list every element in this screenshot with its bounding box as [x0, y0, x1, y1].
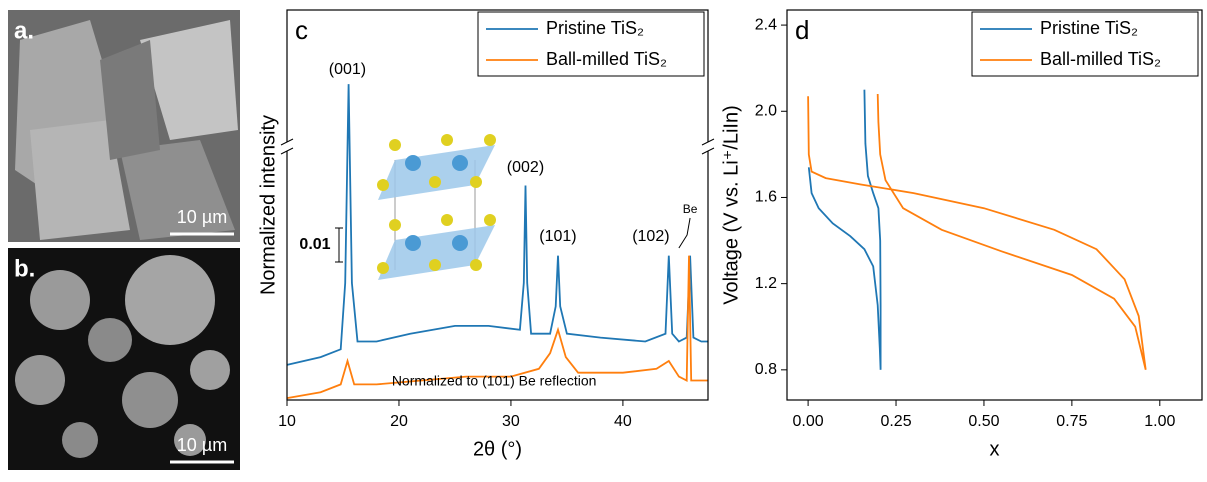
- panel-label: d: [795, 15, 809, 45]
- plot-frame: [786, 9, 1203, 401]
- legend-label: Ball-milled TiS₂: [1040, 49, 1161, 69]
- annotation: (101): [539, 228, 576, 245]
- axis-break: [283, 142, 291, 151]
- x-tick-label: 0.25: [880, 413, 911, 430]
- axis-break: [280, 138, 294, 146]
- legend-box: [477, 11, 705, 77]
- y-axis-label: Voltage (V vs. Li⁺/LiIn): [720, 105, 742, 305]
- annotation: (002): [507, 159, 544, 176]
- panel-label: b.: [14, 255, 35, 282]
- axis-break: [280, 147, 294, 155]
- data-line: [807, 89, 882, 370]
- panel-label: a.: [14, 17, 34, 44]
- sem-image-a: [8, 10, 240, 242]
- x-axis-label: 2θ (°): [473, 438, 522, 460]
- data-line: [807, 93, 1147, 371]
- legend-label: Ball-milled TiS₂: [546, 49, 667, 69]
- legend-box: [971, 11, 1199, 77]
- axis-break: [701, 138, 715, 146]
- data-line: [286, 255, 708, 399]
- x-tick-label: 1.00: [1144, 413, 1175, 430]
- y-tick-label: 0.8: [755, 361, 777, 378]
- scale-bar-label: 10 µm: [177, 207, 227, 227]
- x-tick-label: 0.75: [1056, 413, 1087, 430]
- x-tick-label: 30: [502, 413, 520, 430]
- axis-break: [704, 142, 712, 151]
- sem-image-b: [8, 248, 240, 470]
- annotation: Be: [683, 202, 698, 216]
- annotation: Normalized to (101) Be reflection: [392, 373, 597, 389]
- y-tick-label: 1.2: [755, 275, 777, 292]
- leader-line: [678, 217, 691, 249]
- y-axis-label: Normalized intensity: [257, 115, 279, 295]
- scale-bar-label: 10 µm: [177, 435, 227, 455]
- x-tick-label: 20: [390, 413, 408, 430]
- legend-label: Pristine TiS₂: [1040, 18, 1138, 38]
- x-tick-label: 10: [278, 413, 296, 430]
- plot-frame: [286, 9, 709, 401]
- x-axis-label: x: [990, 438, 1000, 460]
- legend-label: Pristine TiS₂: [546, 18, 644, 38]
- data-line: [286, 84, 708, 366]
- x-tick-label: 40: [614, 413, 632, 430]
- x-tick-label: 0.00: [793, 413, 824, 430]
- x-tick-label: 0.50: [968, 413, 999, 430]
- y-tick-label: 2.0: [755, 102, 777, 119]
- y-tick-label: 2.4: [755, 16, 777, 33]
- y-tick-label: 1.6: [755, 189, 777, 206]
- crystal-structure-inset: [377, 134, 496, 280]
- annotation: 0.01: [299, 236, 330, 253]
- axis-break: [701, 147, 715, 155]
- annotation: (102): [632, 228, 669, 245]
- panel-label: c: [295, 15, 308, 45]
- annotation: (001): [329, 61, 366, 78]
